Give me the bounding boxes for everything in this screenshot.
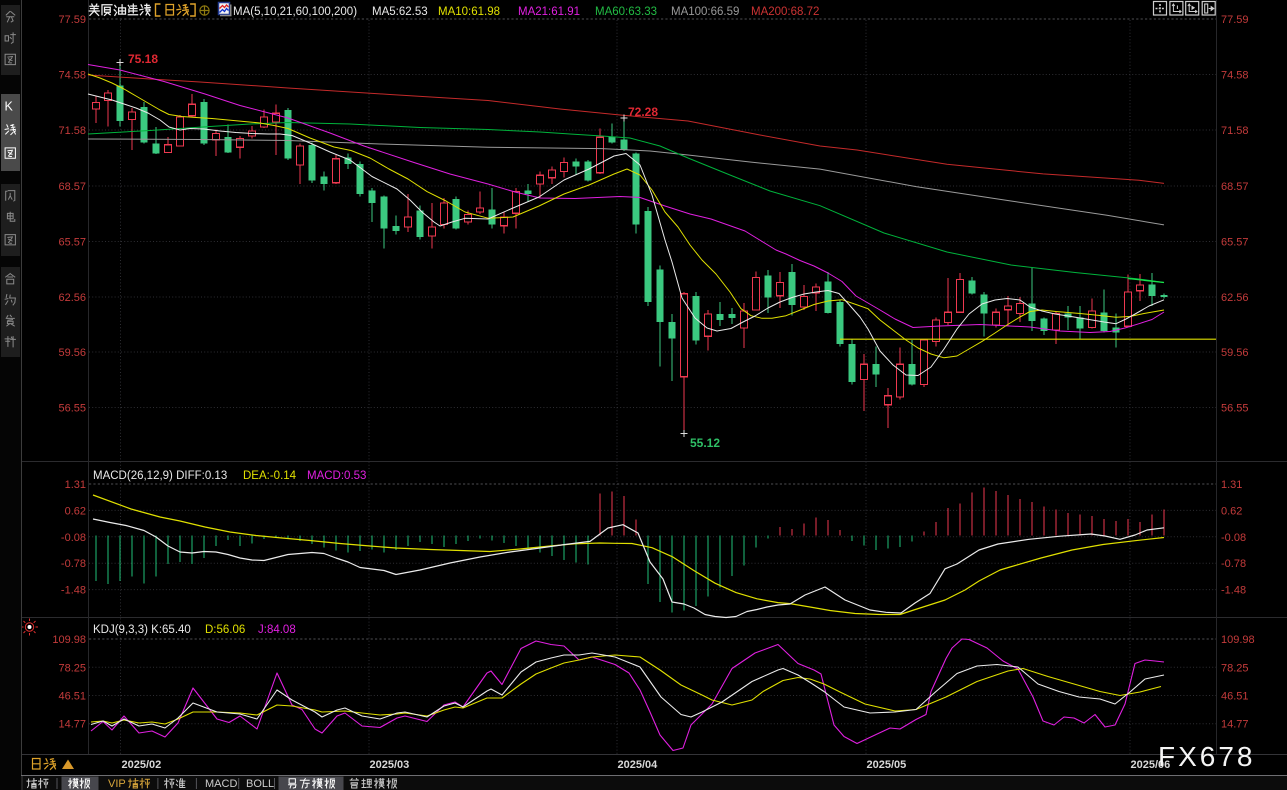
svg-text:MA100:66.59: MA100:66.59 [671,6,739,18]
svg-text:78.25: 78.25 [1221,662,1249,674]
svg-text:BOLL: BOLL [246,778,274,790]
svg-text:MA10:61.98: MA10:61.98 [438,6,500,18]
svg-text:1.31: 1.31 [65,479,86,491]
svg-text:77.59: 77.59 [1221,14,1249,26]
svg-text:68.57: 68.57 [1221,181,1249,193]
svg-text:-0.78: -0.78 [1221,558,1246,570]
svg-text:65.57: 65.57 [1221,237,1249,249]
svg-text:KDJ(9,3,3) K:65.40: KDJ(9,3,3) K:65.40 [93,624,191,636]
svg-text:MACD(26,12,9) DIFF:0.13: MACD(26,12,9) DIFF:0.13 [93,470,227,482]
svg-text:46.51: 46.51 [1221,691,1249,703]
svg-text:MA(5,10,21,60,100,200): MA(5,10,21,60,100,200) [233,6,357,18]
svg-text:46.51: 46.51 [58,691,86,703]
svg-text:-0.08: -0.08 [1221,532,1246,544]
svg-text:MA200:68.72: MA200:68.72 [751,6,819,18]
svg-text:2025/04: 2025/04 [618,759,659,771]
svg-text:109.98: 109.98 [52,634,86,646]
svg-text:FX678: FX678 [1158,741,1256,772]
svg-text:74.58: 74.58 [58,70,86,82]
svg-text:77.59: 77.59 [58,14,86,26]
svg-text:MA21:61.91: MA21:61.91 [518,6,580,18]
svg-text:78.25: 78.25 [58,662,86,674]
svg-text:DEA:-0.14: DEA:-0.14 [243,470,297,482]
svg-text:68.57: 68.57 [58,181,86,193]
svg-text:55.12: 55.12 [690,436,720,450]
svg-text:-1.48: -1.48 [61,585,86,597]
svg-text:0.62: 0.62 [1221,505,1242,517]
svg-text:71.58: 71.58 [1221,125,1249,137]
svg-text:59.56: 59.56 [1221,347,1249,359]
svg-text:0.62: 0.62 [65,505,86,517]
svg-text:MA5:62.53: MA5:62.53 [372,6,428,18]
svg-text:VIP: VIP [108,778,126,790]
svg-text:71.58: 71.58 [58,125,86,137]
svg-text:56.55: 56.55 [58,403,86,415]
svg-text:72.28: 72.28 [628,105,658,119]
svg-text:62.56: 62.56 [1221,292,1249,304]
svg-text:2025/03: 2025/03 [370,759,410,771]
svg-text:14.77: 14.77 [58,719,86,731]
svg-text:MACD: MACD [205,778,237,790]
svg-text:14.77: 14.77 [1221,719,1249,731]
svg-text:75.18: 75.18 [128,52,158,66]
svg-text:J:84.08: J:84.08 [258,624,296,636]
svg-text:-0.08: -0.08 [61,532,86,544]
svg-text:65.57: 65.57 [58,237,86,249]
svg-text:59.56: 59.56 [58,347,86,359]
svg-text:56.55: 56.55 [1221,403,1249,415]
svg-text:1.31: 1.31 [1221,479,1242,491]
svg-text:2025/02: 2025/02 [122,759,162,771]
svg-text:-1.48: -1.48 [1221,585,1246,597]
svg-text:74.58: 74.58 [1221,70,1249,82]
svg-text:D:56.06: D:56.06 [205,624,245,636]
svg-text:109.98: 109.98 [1221,634,1255,646]
svg-text:-0.78: -0.78 [61,558,86,570]
svg-text:62.56: 62.56 [58,292,86,304]
svg-text:2025/06: 2025/06 [1131,759,1171,771]
svg-text:K: K [5,100,14,114]
svg-text:MACD:0.53: MACD:0.53 [307,470,366,482]
svg-text:MA60:63.33: MA60:63.33 [595,6,657,18]
svg-text:2025/05: 2025/05 [867,759,907,771]
